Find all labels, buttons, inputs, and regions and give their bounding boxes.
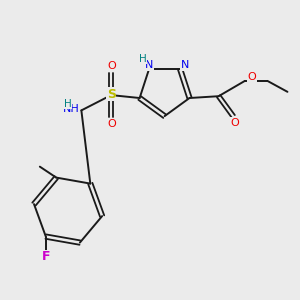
Text: O: O [108,61,116,71]
Text: S: S [107,88,116,101]
Text: H: H [64,99,71,109]
Text: O: O [231,118,239,128]
Text: O: O [108,119,116,129]
Text: N: N [181,60,189,70]
Text: N: N [145,60,153,70]
Text: NH: NH [63,104,80,114]
Text: H: H [139,53,146,64]
Text: O: O [248,71,256,82]
Text: F: F [42,250,50,263]
